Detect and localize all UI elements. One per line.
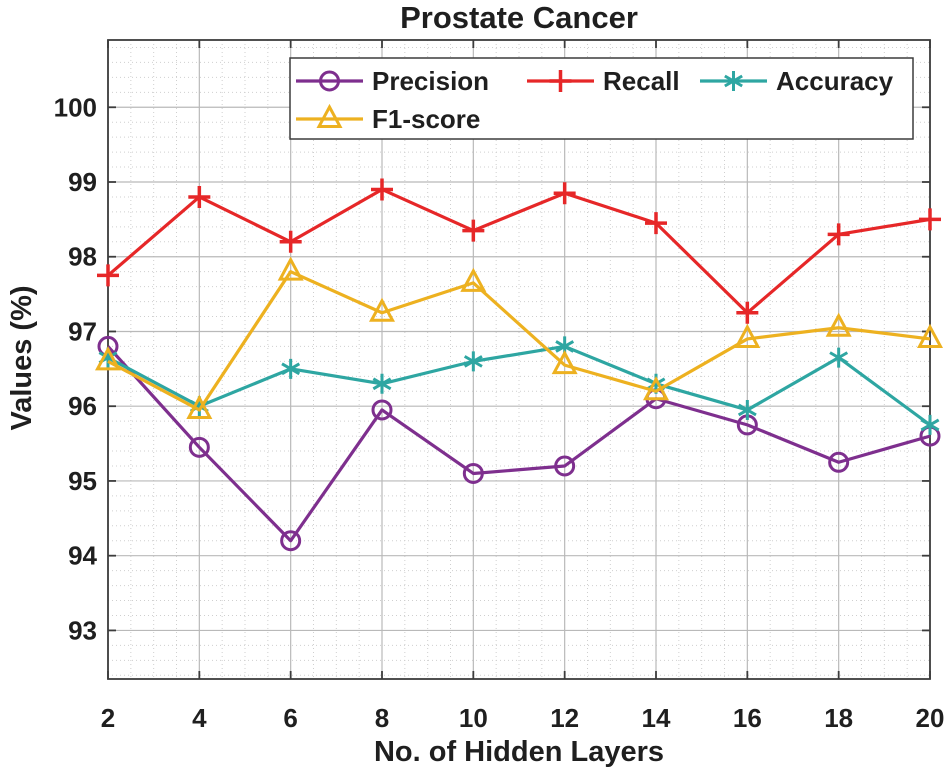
plus-marker <box>919 208 941 231</box>
plus-marker <box>549 70 572 92</box>
legend-item-precision: Precision <box>296 66 489 96</box>
circle-marker <box>319 70 340 92</box>
x-tick-label: 10 <box>459 703 488 733</box>
asterisk-marker <box>724 71 743 91</box>
legend-label: Accuracy <box>776 66 894 96</box>
x-tick-label: 12 <box>550 703 579 733</box>
plus-marker <box>97 264 119 287</box>
triangle-up-marker <box>551 349 578 375</box>
x-tick-label: 6 <box>283 703 297 733</box>
circle-marker <box>554 455 576 477</box>
circle-marker <box>828 451 850 473</box>
y-tick-label: 96 <box>68 391 97 421</box>
circle-marker <box>371 399 393 421</box>
plus-marker <box>736 301 759 324</box>
y-tick-label: 93 <box>68 615 97 645</box>
triangle-up-marker <box>277 256 304 281</box>
asterisk-marker <box>737 399 757 420</box>
triangle-up-marker <box>460 267 487 292</box>
legend-item-recall: Recall <box>527 66 680 96</box>
plus-marker <box>371 178 393 201</box>
y-tick-label: 100 <box>54 92 97 122</box>
series-line <box>107 270 931 412</box>
triangle-up-marker <box>916 323 944 348</box>
y-tick-labels: 93 94 95 96 97 98 99 100 <box>54 92 98 645</box>
x-tick-labels: 2 4 6 8 10 12 14 16 18 20 <box>101 703 945 733</box>
series-line <box>106 187 931 315</box>
circle-marker <box>188 436 210 458</box>
series-line <box>106 345 931 543</box>
asterisk-marker <box>829 347 849 368</box>
series-recall <box>97 178 941 324</box>
y-tick-label: 98 <box>68 242 97 272</box>
y-axis-label: Values (%) <box>6 285 38 431</box>
legend-label: Precision <box>372 66 489 96</box>
legend-item-accuracy: Accuracy <box>700 66 894 96</box>
plus-marker <box>279 230 302 253</box>
triangle-up-marker <box>316 103 343 128</box>
triangle-up-marker <box>368 297 396 322</box>
asterisk-marker <box>372 373 392 394</box>
asterisk-marker <box>920 414 940 435</box>
triangle-up-marker <box>186 394 213 419</box>
x-tick-label: 14 <box>642 703 671 733</box>
x-tick-label: 18 <box>824 703 853 733</box>
x-axis-label: No. of Hidden Layers <box>373 736 665 768</box>
plus-marker <box>462 219 485 242</box>
chart-title: Prostate Cancer <box>400 0 638 35</box>
triangle-up-marker <box>825 312 852 337</box>
series-f1-score <box>94 256 944 419</box>
circle-marker <box>280 530 302 552</box>
series-precision <box>97 335 941 552</box>
y-tick-label: 94 <box>68 541 97 571</box>
circle-marker <box>462 462 484 484</box>
tick-marks <box>107 40 931 679</box>
plus-marker <box>645 212 667 235</box>
triangle-up-marker <box>94 346 122 371</box>
plus-marker <box>827 223 850 246</box>
legend-item-f1-score: F1-score <box>296 103 480 134</box>
asterisk-marker <box>281 358 301 379</box>
y-tick-label: 97 <box>68 316 97 346</box>
x-tick-label: 16 <box>733 703 762 733</box>
series-line <box>107 344 931 427</box>
y-tick-label: 99 <box>68 167 97 197</box>
y-tick-label: 95 <box>68 466 97 496</box>
plus-marker <box>553 182 576 205</box>
legend: Precision Recall Accuracy F1-score <box>289 57 914 140</box>
legend-box <box>289 57 914 140</box>
plus-marker <box>188 185 211 208</box>
asterisk-marker <box>463 351 483 372</box>
legend-label: F1-score <box>372 104 480 134</box>
x-tick-label: 20 <box>916 703 945 733</box>
x-tick-label: 4 <box>192 703 207 733</box>
x-tick-label: 2 <box>101 703 115 733</box>
triangle-up-marker <box>734 323 761 348</box>
triangle-up-marker <box>642 376 670 401</box>
x-tick-label: 8 <box>375 703 389 733</box>
legend-label: Recall <box>603 66 680 96</box>
